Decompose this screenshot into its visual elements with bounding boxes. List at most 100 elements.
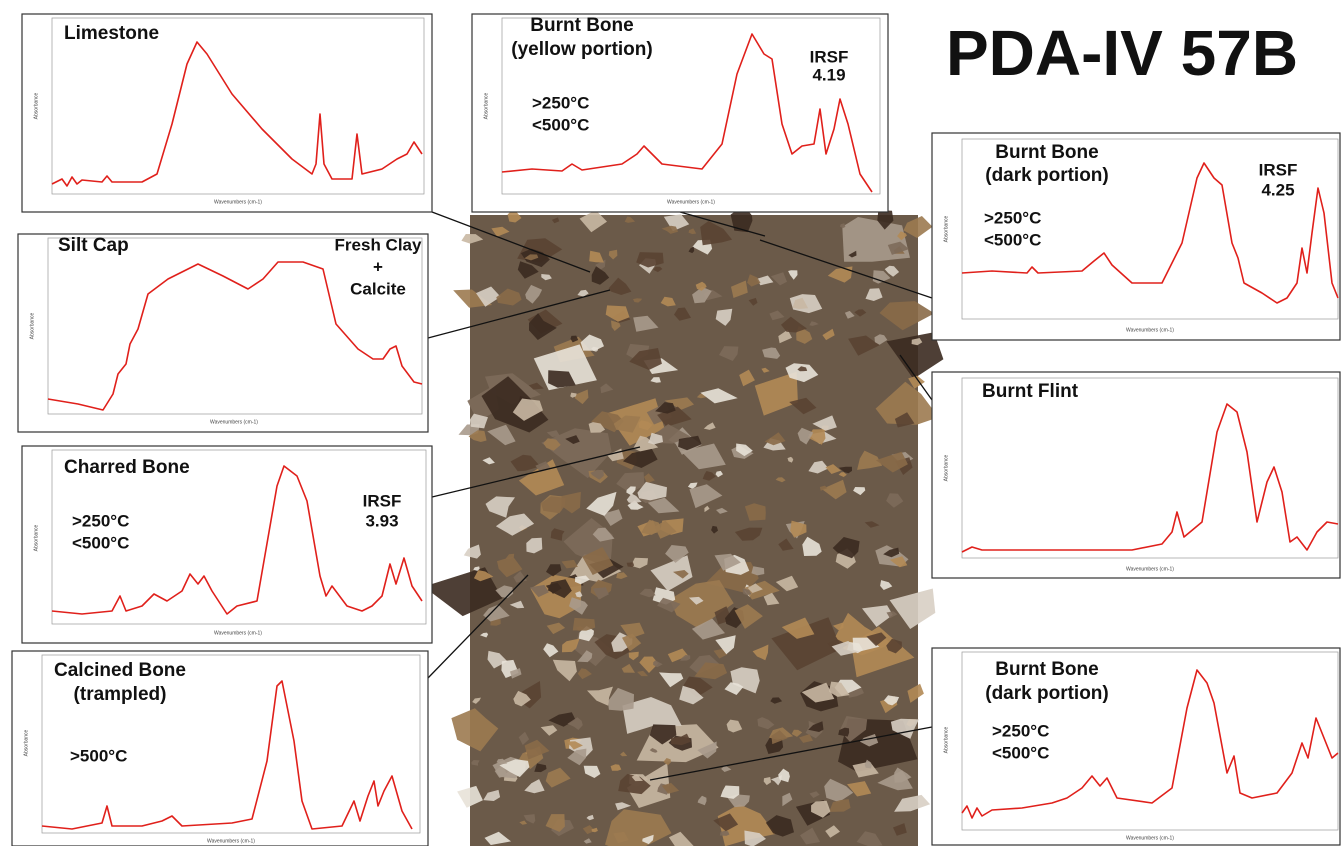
panel-label: Silt Cap [58, 235, 129, 256]
mineral-grain [876, 451, 908, 473]
mineral-grain [687, 482, 698, 489]
mineral-grain [667, 648, 689, 663]
connectors [427, 211, 933, 781]
mineral-grain [660, 296, 676, 307]
mineral-grain [628, 651, 639, 661]
mineral-grain [825, 464, 841, 474]
mineral-grain [661, 782, 680, 794]
panel-frame [931, 371, 1341, 579]
mineral-grain [574, 632, 612, 667]
mineral-grain [744, 830, 766, 846]
mineral-grain [583, 765, 601, 778]
mineral-grain [908, 375, 925, 389]
mineral-grain [764, 432, 786, 446]
mineral-grain [523, 814, 536, 824]
mineral-grain [821, 479, 847, 500]
panel-label: Burnt Flint [982, 381, 1079, 402]
mineral-grain [577, 289, 589, 297]
mineral-grain [797, 366, 808, 372]
temperature-note: <500°C [992, 743, 1049, 762]
mineral-grain [567, 748, 587, 766]
mineral-grain [472, 697, 481, 704]
mineral-grain [473, 570, 494, 582]
spectrum-curve [501, 33, 873, 193]
panel-label: Limestone [64, 23, 159, 44]
spectrum-curve [961, 669, 1339, 819]
mineral-grain [744, 503, 766, 521]
mineral-grain [567, 717, 583, 730]
mineral-grain [838, 727, 850, 737]
mineral-grain [589, 250, 604, 263]
mineral-grain [524, 739, 550, 760]
spectrum-curve [51, 465, 423, 615]
plot-area [501, 17, 881, 195]
y-axis-label: Absorbance [29, 312, 35, 339]
mineral-grain [622, 697, 682, 734]
mineral-grain [719, 830, 730, 836]
mineral-grain [781, 617, 815, 639]
panel-label: (dark portion) [985, 165, 1109, 186]
mineral-grain [731, 280, 748, 298]
mineral-grain [659, 672, 684, 688]
mineral-grain [451, 708, 499, 752]
mineral-grain [787, 456, 794, 463]
mineral-grain [848, 250, 857, 258]
mineral-grain [512, 398, 543, 421]
mineral-grain [812, 415, 837, 431]
mineral-grain [575, 591, 583, 598]
mineral-grain [499, 759, 530, 778]
mineral-grain [631, 774, 643, 782]
mineral-grain [575, 575, 590, 585]
mineral-grain [730, 667, 760, 694]
y-axis-label: Absorbance [483, 92, 489, 119]
spectrum-curve [41, 680, 413, 830]
mineral-grain [591, 827, 598, 833]
mineral-grain [894, 794, 931, 812]
sample-note: Calcite [350, 279, 406, 298]
mineral-grain [852, 637, 880, 652]
mineral-grain [886, 611, 898, 619]
y-axis-label: Absorbance [23, 729, 29, 756]
mineral-grain [765, 815, 794, 837]
mineral-grain [588, 422, 606, 433]
mineral-grain [524, 779, 545, 794]
mineral-grain [637, 670, 648, 677]
plot-area [41, 654, 421, 834]
mineral-grain [496, 288, 522, 306]
irsf-label: IRSF [810, 47, 849, 66]
mineral-grain [782, 792, 793, 807]
mineral-grain [832, 622, 844, 631]
mineral-grain [540, 725, 558, 736]
mineral-grain [621, 663, 635, 673]
mineral-grain [468, 430, 487, 442]
mineral-grain [769, 310, 785, 321]
mineral-grain [483, 604, 510, 622]
mineral-grain [541, 428, 612, 479]
panel-label: Burnt Bone [530, 15, 633, 36]
mineral-grain [877, 210, 894, 230]
mineral-grain [903, 216, 933, 238]
mineral-grain [832, 537, 860, 559]
mineral-grain [697, 795, 707, 806]
irsf-value: 4.25 [1261, 180, 1294, 199]
mineral-grain [541, 274, 552, 281]
mineral-grain [577, 650, 593, 663]
x-axis-label: Wavenumbers (cm-1) [207, 838, 255, 844]
mineral-grain [748, 297, 758, 306]
mineral-grain [567, 741, 583, 750]
mineral-grain [763, 592, 780, 606]
mineral-grain [668, 831, 694, 846]
mineral-grain [633, 315, 659, 332]
mineral-grain [582, 547, 614, 575]
mineral-grain [558, 491, 581, 514]
spectrum-panel: Burnt Flint Wavenumbers (cm-1) Absorbanc… [931, 371, 1341, 579]
mineral-grain [647, 432, 663, 445]
panel-label: Burnt Bone [995, 659, 1098, 680]
mineral-grain [874, 334, 888, 345]
connector [431, 211, 591, 273]
mineral-grain [644, 473, 655, 484]
mineral-grain [637, 481, 667, 501]
mineral-grain [688, 246, 695, 254]
mineral-grain [864, 759, 872, 769]
mineral-grain [802, 536, 822, 556]
